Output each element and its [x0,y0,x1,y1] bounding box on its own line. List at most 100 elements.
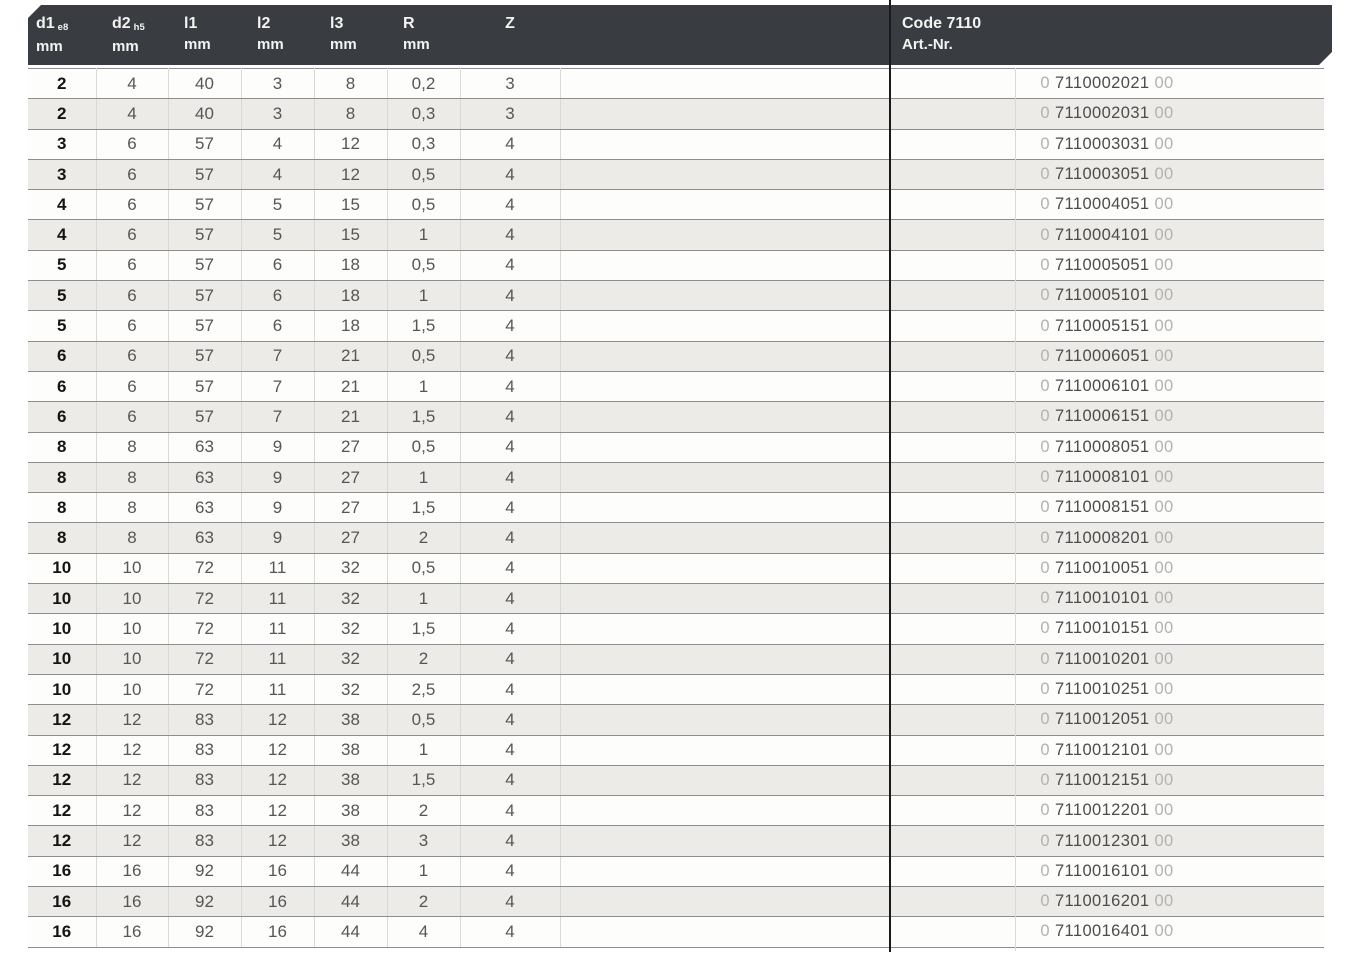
code-subtitle: Art.-Nr. [902,36,953,53]
cell-z: 4 [460,674,561,706]
cell-r: 0,5 [387,704,461,736]
cell-spacer [560,67,890,100]
art-nr-suffix: 00 [1154,377,1174,396]
col-header-l3: l3 mm [314,5,387,65]
cell-l3: 38 [314,704,388,736]
art-nr-suffix: 00 [1154,892,1174,911]
cell-art-nr: 0 7110004051 00 [890,189,1324,221]
table-row: 12 12 83 12 38 2 4 0 7110012201 00 [28,795,1324,827]
cell-art-nr: 0 7110008151 00 [890,492,1324,524]
cell-spacer [560,795,890,827]
cell-spacer [560,916,890,948]
cell-l2: 16 [241,886,315,918]
cell-d2: 12 [96,704,169,736]
cell-d1: 10 [28,583,97,615]
cell-l2: 11 [241,553,315,585]
cell-r: 1,5 [387,492,461,524]
art-nr-prefix: 0 [1040,528,1050,547]
cell-d1: 2 [28,98,97,130]
cell-r: 0,5 [387,341,461,372]
cell-l1: 63 [168,462,242,494]
cell-d1: 6 [28,401,97,433]
art-nr-prefix: 0 [1040,770,1050,789]
art-nr-main: 7110010201 [1054,649,1150,668]
art-nr-suffix: 00 [1154,225,1174,244]
cell-spacer [560,159,890,191]
cell-l1: 57 [168,129,242,160]
cell-spacer [560,765,890,797]
art-nr-suffix: 00 [1154,861,1174,880]
cell-l2: 5 [241,219,315,251]
table-row: 5 6 57 6 18 0,5 4 0 7110005051 00 [28,250,1324,282]
col-label-l2: l2 [257,15,271,32]
art-nr-suffix: 00 [1154,165,1174,184]
cell-spacer [560,492,890,524]
cell-d1: 5 [28,250,97,282]
art-nr-suffix: 00 [1154,801,1174,820]
art-nr-prefix: 0 [1040,619,1050,638]
art-nr-suffix: 00 [1154,770,1174,789]
table-row: 10 10 72 11 32 1,5 4 0 7110010151 00 [28,613,1324,645]
table-row: 12 12 83 12 38 3 4 0 7110012301 00 [28,825,1324,857]
cell-spacer [560,856,890,888]
col-unit-l2: mm [257,36,284,53]
cell-l1: 57 [168,401,242,433]
cell-d2: 10 [96,553,169,585]
cell-r: 1 [387,583,461,615]
col-unit-d1: mm [36,38,63,55]
cell-d1: 10 [28,674,97,706]
cell-d1: 12 [28,825,97,857]
cell-spacer [560,613,890,645]
cell-l3: 15 [314,219,388,251]
cell-l3: 32 [314,583,388,615]
cell-z: 4 [460,916,561,948]
cell-z: 4 [460,371,561,403]
cell-art-nr: 0 7110002031 00 [890,98,1324,130]
cell-spacer [560,189,890,221]
art-nr-prefix: 0 [1040,740,1050,759]
col-header-l1: l1 mm [168,5,241,65]
cell-r: 0,5 [387,250,461,282]
table-row: 16 16 92 16 44 2 4 0 7110016201 00 [28,886,1324,918]
cell-spacer [560,341,890,372]
table-row: 2 4 40 3 8 0,3 3 0 7110002031 00 [28,98,1324,130]
art-nr-main: 7110008051 [1054,437,1150,456]
cell-l1: 92 [168,916,242,948]
cell-r: 0,3 [387,98,461,130]
cell-z: 4 [460,735,561,766]
table-row: 8 8 63 9 27 0,5 4 0 7110008051 00 [28,432,1324,463]
cell-art-nr: 0 7110004101 00 [890,219,1324,251]
art-nr-main: 7110003051 [1054,165,1150,184]
art-nr-suffix: 00 [1154,134,1174,153]
cell-l2: 7 [241,371,315,403]
cell-art-nr: 0 7110010251 00 [890,674,1324,706]
cell-art-nr: 0 7110005051 00 [890,250,1324,282]
col-header-d1: d1 e8 mm [28,5,96,65]
cell-art-nr: 0 7110003031 00 [890,129,1324,160]
cell-d1: 5 [28,310,97,342]
art-nr-suffix: 00 [1154,922,1174,941]
art-nr-suffix: 00 [1154,589,1174,608]
art-nr-main: 7110012101 [1054,740,1150,759]
col-label-z: Z [505,15,515,32]
art-nr-suffix: 00 [1154,255,1174,274]
art-nr-main: 7110016401 [1054,922,1150,941]
cell-art-nr: 0 7110016201 00 [890,886,1324,918]
cell-d1: 16 [28,916,97,948]
art-nr-main: 7110003031 [1054,134,1150,153]
cell-z: 3 [460,67,561,100]
code-title: Code 7110 [902,15,982,32]
cell-l1: 57 [168,250,242,282]
cell-d2: 6 [96,341,169,372]
art-nr-main: 7110006051 [1054,346,1150,365]
art-nr-main: 7110005101 [1054,286,1150,305]
art-nr-prefix: 0 [1040,589,1050,608]
art-nr-main: 7110012151 [1054,770,1150,789]
art-nr-prefix: 0 [1040,680,1050,699]
art-nr-suffix: 00 [1154,316,1174,335]
col-label-d1: d1 [36,15,55,32]
table-row: 16 16 92 16 44 1 4 0 7110016101 00 [28,856,1324,888]
art-nr-main: 7110012051 [1054,710,1150,729]
cell-l3: 38 [314,795,388,827]
cell-art-nr: 0 7110008201 00 [890,522,1324,554]
